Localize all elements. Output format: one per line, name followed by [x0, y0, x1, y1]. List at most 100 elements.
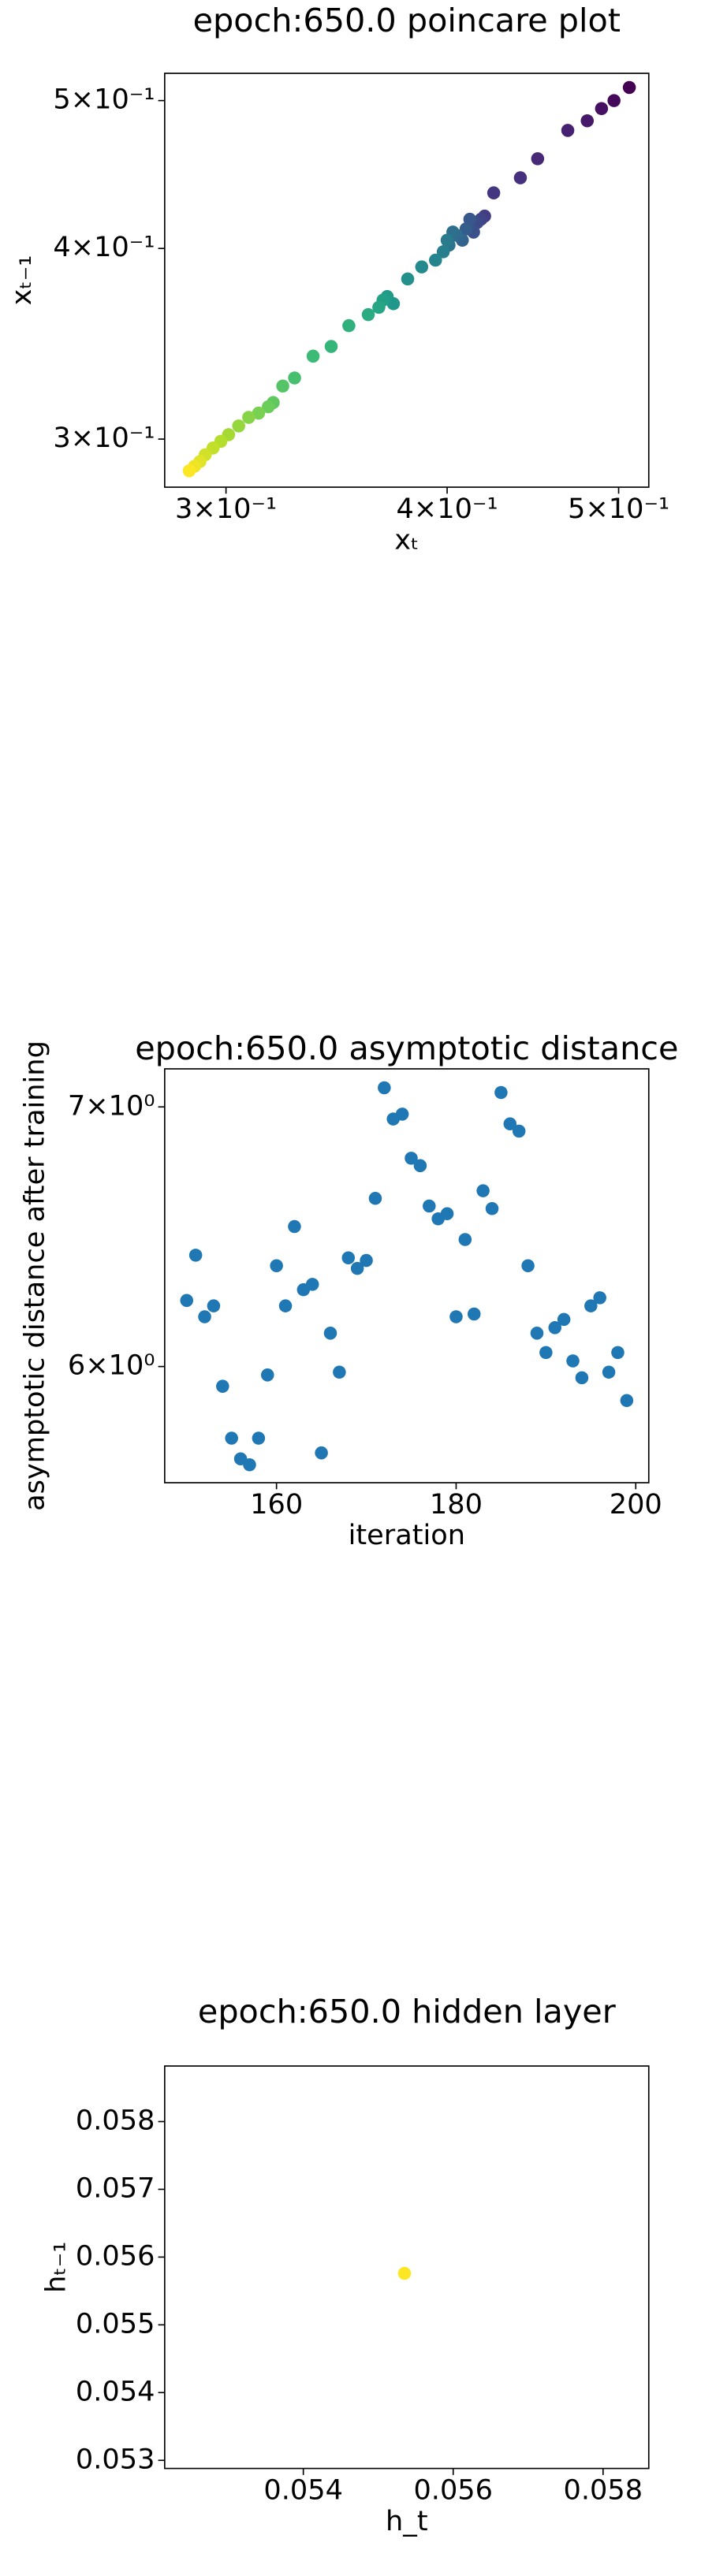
y-tick-label: 0.058: [76, 2104, 155, 2136]
y-tick-label: 0.054: [76, 2375, 155, 2407]
point: [278, 1299, 293, 1312]
point: [575, 1371, 589, 1385]
x-axis-label: h_t: [386, 2505, 428, 2537]
point: [561, 124, 575, 137]
x-tick-label: 4×10⁻¹: [396, 493, 498, 525]
y-tick-label: 6×10⁰: [68, 1349, 155, 1382]
point: [607, 94, 621, 107]
point: [620, 1394, 634, 1408]
point: [557, 1312, 571, 1327]
point: [584, 1299, 598, 1312]
point: [315, 1446, 328, 1460]
point: [593, 1291, 606, 1305]
x-tick-label: 160: [250, 1488, 303, 1521]
y-tick-label: 3×10⁻¹: [53, 422, 155, 454]
point: [306, 349, 320, 363]
point: [242, 411, 255, 424]
point: [243, 1457, 256, 1472]
point: [440, 233, 454, 248]
point: [333, 1365, 346, 1379]
point: [405, 1152, 418, 1165]
point: [611, 1346, 625, 1360]
point: [341, 1251, 356, 1264]
point: [436, 245, 450, 259]
y-tick-label: 5×10⁻¹: [53, 84, 155, 116]
point: [485, 1201, 499, 1215]
chart-title: epoch:650.0 hidden layer: [198, 1993, 616, 2031]
point: [513, 171, 528, 184]
point: [429, 253, 442, 267]
point: [423, 1199, 436, 1213]
point: [207, 1299, 221, 1312]
point: [252, 406, 266, 420]
point: [360, 1253, 373, 1268]
chart-title: epoch:650.0 asymptotic distance: [135, 1029, 678, 1067]
point: [595, 102, 609, 116]
chart-title: epoch:650.0 poincare plot: [193, 2, 621, 39]
point: [180, 1294, 194, 1308]
point: [512, 1124, 526, 1138]
point: [361, 307, 375, 322]
point: [602, 1365, 616, 1379]
axes-frame: [164, 1068, 650, 1483]
point: [467, 1307, 481, 1321]
point: [580, 114, 595, 128]
point: [539, 1346, 553, 1360]
point: [276, 379, 289, 393]
point: [270, 1259, 283, 1273]
point: [252, 1431, 266, 1445]
point: [530, 1327, 544, 1340]
point: [413, 1159, 427, 1173]
point: [324, 340, 338, 353]
point: [216, 1379, 229, 1393]
point: [372, 300, 386, 315]
point: [232, 419, 245, 433]
point: [401, 272, 415, 286]
point: [415, 260, 429, 274]
y-axis-label: xₜ₋₁: [6, 255, 38, 306]
point: [350, 1261, 364, 1275]
point: [476, 1184, 490, 1197]
y-tick-label: 0.055: [76, 2307, 155, 2340]
point: [188, 1249, 203, 1262]
point: [531, 152, 545, 166]
x-axis-label: xₜ: [394, 523, 419, 556]
y-axis-label: asymptotic distance after training: [19, 1040, 51, 1511]
point: [182, 463, 196, 478]
point: [440, 1207, 454, 1220]
y-tick-label: 0.053: [76, 2443, 155, 2475]
x-tick-label: 0.058: [564, 2474, 643, 2507]
point: [521, 1259, 535, 1273]
point: [487, 186, 501, 199]
y-tick-label: 7×10⁰: [68, 1089, 155, 1122]
point: [225, 1431, 238, 1445]
point: [397, 2266, 412, 2280]
point: [459, 222, 473, 236]
y-tick-label: 4×10⁻¹: [53, 231, 155, 263]
point: [305, 1278, 319, 1291]
x-tick-label: 0.056: [413, 2474, 493, 2507]
point: [378, 1081, 391, 1095]
point: [198, 1310, 211, 1323]
point: [395, 1107, 409, 1121]
axes-frame: [164, 73, 650, 488]
x-axis-label: iteration: [349, 1519, 465, 1551]
point: [262, 400, 275, 414]
x-tick-label: 180: [430, 1488, 483, 1521]
y-axis-label: hₜ₋₁: [39, 2242, 72, 2293]
y-tick-label: 0.057: [76, 2172, 155, 2204]
point: [458, 1233, 472, 1246]
x-tick-label: 5×10⁻¹: [568, 493, 669, 525]
point: [622, 80, 636, 95]
axes-frame: [164, 2065, 650, 2470]
point: [503, 1117, 517, 1131]
point: [548, 1321, 562, 1335]
point: [323, 1327, 337, 1340]
point: [566, 1354, 580, 1368]
point: [261, 1368, 274, 1382]
x-tick-label: 200: [610, 1488, 662, 1521]
x-tick-label: 0.054: [263, 2474, 343, 2507]
point: [288, 371, 301, 385]
point: [342, 318, 356, 333]
